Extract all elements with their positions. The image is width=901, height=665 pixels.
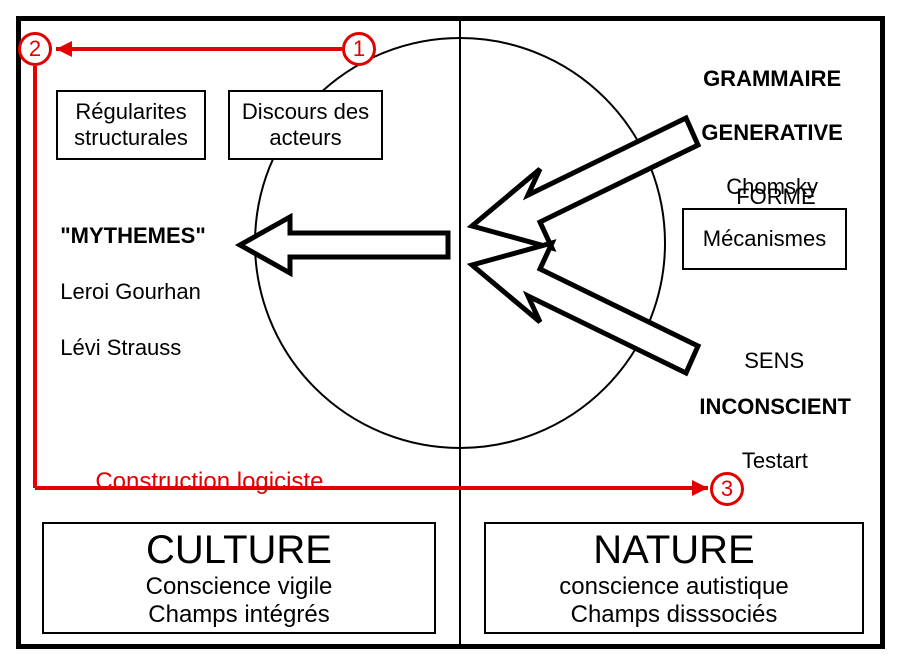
construction-text: Construction logiciste bbox=[95, 468, 323, 495]
nature-l1: conscience autistique bbox=[559, 573, 788, 601]
box-culture: CULTURE Conscience vigile Champs intégré… bbox=[42, 522, 436, 634]
badge-1-text: 1 bbox=[353, 36, 365, 62]
badge-1: 1 bbox=[342, 32, 376, 66]
inconscient-l1: INCONSCIENT bbox=[699, 394, 851, 419]
mythemes-block: "MYTHEMES" Leroi Gourhan Lévi Strauss bbox=[48, 194, 206, 362]
inconscient-block: INCONSCIENT Testart bbox=[684, 366, 854, 474]
badge-2: 2 bbox=[18, 32, 52, 66]
nature-title: NATURE bbox=[593, 528, 754, 573]
badge-2-text: 2 bbox=[29, 36, 41, 62]
regularites-l2: structurales bbox=[74, 125, 188, 151]
mecanismes-text: Mécanismes bbox=[703, 226, 826, 252]
badge-3: 3 bbox=[710, 472, 744, 506]
discours-l2: acteurs bbox=[269, 125, 341, 151]
grammaire-l1: GRAMMAIRE bbox=[703, 66, 841, 91]
box-mecanismes: Mécanismes bbox=[682, 208, 847, 270]
regularites-l1: Régularites bbox=[75, 99, 186, 125]
inconscient-l2: Testart bbox=[742, 448, 808, 473]
nature-l2: Champs disssociés bbox=[571, 601, 778, 629]
badge-3-text: 3 bbox=[721, 476, 733, 502]
culture-l1: Conscience vigile bbox=[146, 573, 333, 601]
box-discours: Discours des acteurs bbox=[228, 90, 383, 160]
forme-label: FORME bbox=[724, 158, 816, 210]
box-regularites: Régularites structurales bbox=[56, 90, 206, 160]
mythemes-l1: Leroi Gourhan bbox=[60, 279, 201, 304]
construction-label: Construction logiciste bbox=[82, 440, 323, 496]
box-nature: NATURE conscience autistique Champs diss… bbox=[484, 522, 864, 634]
discours-l1: Discours des bbox=[242, 99, 369, 125]
mythemes-l2: Lévi Strauss bbox=[60, 335, 181, 360]
mythemes-title: "MYTHEMES" bbox=[60, 223, 206, 248]
grammaire-l2: GENERATIVE bbox=[701, 120, 842, 145]
culture-title: CULTURE bbox=[146, 528, 332, 573]
forme-text: FORME bbox=[736, 184, 815, 209]
culture-l2: Champs intégrés bbox=[148, 601, 329, 629]
